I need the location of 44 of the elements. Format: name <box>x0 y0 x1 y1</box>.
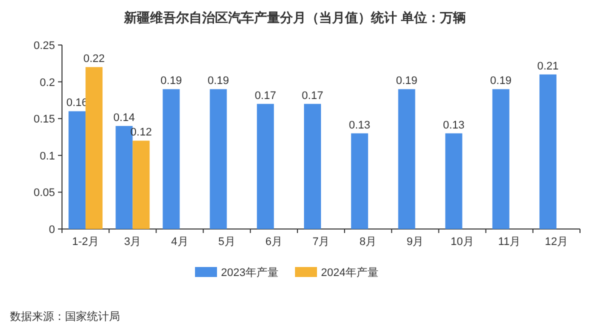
bar <box>68 111 86 229</box>
bar <box>539 74 556 229</box>
bar <box>210 89 227 229</box>
data-label: 0.19 <box>490 75 512 88</box>
data-label: 0.22 <box>83 53 105 66</box>
x-tick-label: 9月 <box>406 236 424 248</box>
x-tick-label: 5月 <box>218 236 236 248</box>
bar <box>351 133 368 229</box>
x-tick-label: 6月 <box>265 236 282 248</box>
bar <box>304 104 321 229</box>
y-tick-label: 0 <box>48 224 55 236</box>
legend-label: 2024年产量 <box>321 266 378 279</box>
bar <box>162 89 180 229</box>
bar <box>398 89 416 229</box>
x-tick-label: 12月 <box>544 236 568 248</box>
data-label: 0.19 <box>396 75 418 88</box>
data-label: 0.14 <box>113 112 135 124</box>
y-tick-label: 0.15 <box>34 114 55 126</box>
data-label: 0.21 <box>537 60 559 72</box>
x-tick-label: 11月 <box>498 236 521 248</box>
bar <box>86 67 103 229</box>
y-tick-label: 0.05 <box>34 187 55 200</box>
bar <box>256 104 274 229</box>
source-note: 数据来源：国家统计局 <box>10 310 120 323</box>
legend-label: 2023年产量 <box>221 266 278 279</box>
bar <box>132 140 150 229</box>
data-label: 0.13 <box>443 119 464 132</box>
data-label: 0.19 <box>160 75 182 88</box>
x-tick-label: 3月 <box>124 236 142 248</box>
x-tick-label: 7月 <box>312 236 330 248</box>
x-tick-label: 8月 <box>360 236 377 248</box>
y-tick-label: 0.2 <box>40 76 55 89</box>
y-tick-label: 0.25 <box>34 40 55 52</box>
x-tick-label: 10月 <box>450 236 474 248</box>
chart-title: 新疆维吾尔自治区汽车产量分月（当月值）统计 单位：万辆 <box>123 10 466 25</box>
x-tick-label: 4月 <box>171 236 188 248</box>
y-tick-label: 0.1 <box>40 150 55 162</box>
data-label: 0.19 <box>208 75 230 88</box>
data-label: 0.17 <box>302 90 324 102</box>
data-label: 0.13 <box>348 119 370 132</box>
bar <box>445 133 462 229</box>
data-label: 0.17 <box>254 90 276 102</box>
x-tick-label: 1-2月 <box>72 236 99 248</box>
bar <box>492 89 510 229</box>
